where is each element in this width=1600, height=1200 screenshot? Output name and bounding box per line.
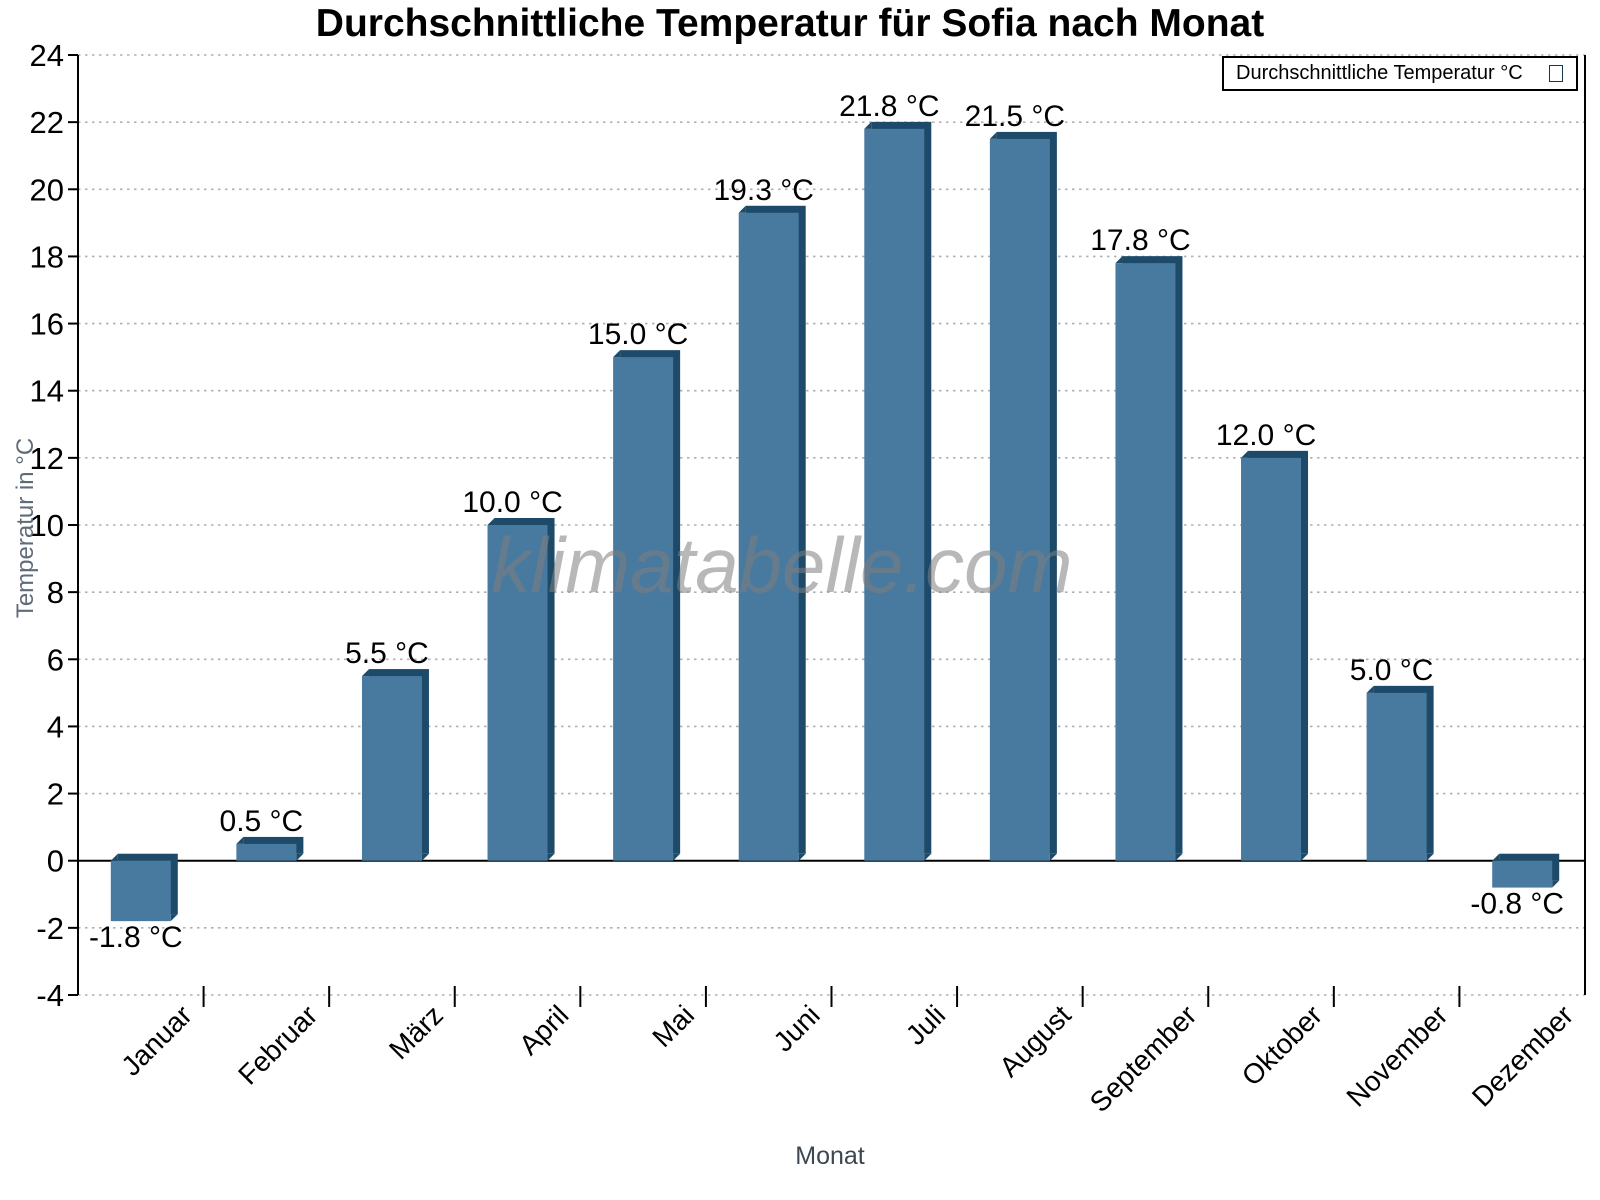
y-tick-label: 24 xyxy=(30,38,64,73)
y-tick-label: -4 xyxy=(36,978,64,1013)
bar-value-label-juli: 21.8 °C xyxy=(839,90,939,123)
bar-value-label-april: 10.0 °C xyxy=(462,486,562,519)
x-tick-label-juni: Juni xyxy=(767,999,825,1057)
bar-august xyxy=(989,138,1050,861)
bar-januar xyxy=(110,860,171,922)
x-tick-label-november: November xyxy=(1340,999,1453,1112)
bar-bevel-top-märz xyxy=(361,669,369,677)
bar-value-label-september: 17.8 °C xyxy=(1090,224,1190,257)
bar-bevel-top-april xyxy=(487,518,495,525)
bar-februar xyxy=(236,843,297,861)
y-tick-label: 10 xyxy=(30,508,64,543)
x-tick-label-dezember: Dezember xyxy=(1466,999,1579,1112)
x-tick-label-mai: Mai xyxy=(646,999,700,1053)
bar-value-label-januar: -1.8 °C xyxy=(89,921,183,954)
bar-bevel-top-dezember xyxy=(1492,853,1500,861)
legend-label: Durchschnittliche Temperatur °C xyxy=(1236,62,1523,84)
y-tick-label: 20 xyxy=(30,172,64,207)
bar-dezember xyxy=(1492,860,1553,888)
bar-bevel-bottom-september xyxy=(1175,853,1183,861)
bar-value-label-juni: 19.3 °C xyxy=(714,174,814,207)
bar-juli xyxy=(864,128,925,861)
bar-bevel-top-juni xyxy=(738,205,746,213)
bar-bevel-top-januar xyxy=(110,853,118,861)
bar-bevel-bottom-dezember xyxy=(1552,880,1560,888)
y-tick-label: 14 xyxy=(30,374,64,409)
x-tick-label-märz: März xyxy=(383,999,449,1065)
x-tick-label-september: September xyxy=(1084,999,1203,1118)
bar-bevel-top-november xyxy=(1366,685,1374,693)
bar-bevel-bottom-april xyxy=(547,853,555,861)
x-tick-label-august: August xyxy=(993,999,1077,1083)
bar-bevel-top-september xyxy=(1115,256,1123,264)
bar-märz xyxy=(361,676,422,861)
bar-bevel-top-august xyxy=(989,131,997,139)
y-tick-label: -2 xyxy=(36,911,64,946)
bar-value-label-oktober: 12.0 °C xyxy=(1216,419,1316,452)
bar-value-label-august: 21.5 °C xyxy=(965,100,1065,133)
y-tick-label: 18 xyxy=(30,239,64,274)
y-tick-label: 8 xyxy=(47,575,64,610)
bar-bevel-bottom-februar xyxy=(296,853,304,861)
bar-mai xyxy=(613,357,674,861)
bar-bevel-bottom-oktober xyxy=(1301,853,1309,861)
y-tick-label: 16 xyxy=(30,307,64,342)
bar-value-label-märz: 5.5 °C xyxy=(345,637,429,670)
bar-bevel-bottom-august xyxy=(1049,853,1057,861)
x-tick-label-juli: Juli xyxy=(900,999,952,1051)
bar-bevel-top-juli xyxy=(864,121,872,129)
bar-value-label-februar: 0.5 °C xyxy=(220,805,304,838)
bar-value-label-dezember: -0.8 °C xyxy=(1470,888,1564,921)
x-tick-label-februar: Februar xyxy=(232,999,323,1090)
y-tick-label: 4 xyxy=(47,709,64,744)
bar-bevel-bottom-november xyxy=(1426,853,1434,861)
y-tick-label: 0 xyxy=(47,844,64,879)
y-axis-title: Temperatur in °C xyxy=(12,437,39,619)
bar-bevel-bottom-märz xyxy=(421,853,429,861)
bar-bevel-bottom-januar xyxy=(170,914,178,922)
bar-november xyxy=(1366,692,1427,861)
bar-bevel-bottom-mai xyxy=(673,853,681,861)
legend-box: Durchschnittliche Temperatur °C xyxy=(1222,56,1578,91)
bar-september xyxy=(1115,263,1176,861)
bar-value-label-mai: 15.0 °C xyxy=(588,318,688,351)
bar-bevel-top-februar xyxy=(236,836,244,844)
watermark: klimatabelle.com xyxy=(491,521,1073,609)
legend-swatch-icon xyxy=(1549,65,1563,82)
bar-bevel-bottom-juni xyxy=(798,853,806,861)
x-tick-label-oktober: Oktober xyxy=(1236,999,1328,1091)
y-tick-label: 2 xyxy=(47,777,64,812)
chart-title: Durchschnittliche Temperatur für Sofia n… xyxy=(315,2,1265,45)
bar-juni xyxy=(738,212,799,861)
bar-bevel-bottom-juli xyxy=(924,853,932,861)
x-tick-label-januar: Januar xyxy=(115,999,197,1081)
y-tick-label: 6 xyxy=(47,642,64,677)
y-tick-label: 12 xyxy=(30,441,64,476)
x-axis-title: Monat xyxy=(795,1142,865,1170)
bar-oktober xyxy=(1241,457,1302,861)
bar-bevel-top-mai xyxy=(613,350,621,358)
bar-value-label-november: 5.0 °C xyxy=(1350,654,1434,687)
bar-april xyxy=(487,525,548,861)
y-tick-label: 22 xyxy=(30,105,64,140)
bar-bevel-top-oktober xyxy=(1241,450,1249,458)
x-tick-label-april: April xyxy=(513,999,575,1061)
